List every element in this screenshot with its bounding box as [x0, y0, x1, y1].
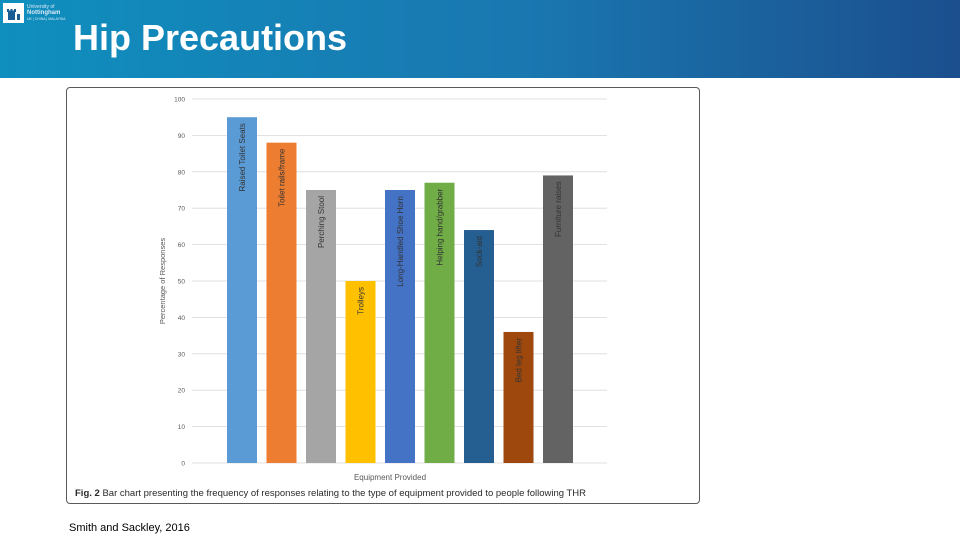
logo-wordmark: University of Nottingham UK | CHINA | MA… [27, 4, 72, 22]
university-logo-icon [3, 3, 24, 23]
bar-label: Helping hand/grabber [436, 188, 445, 265]
bar-label: Perching Stool [317, 196, 326, 248]
bar-label: Raised Toilet Seats [238, 123, 247, 191]
logo-line: Nottingham [27, 10, 61, 16]
y-tick-label: 60 [178, 242, 186, 249]
bar [306, 190, 336, 463]
bar-label: Bed leg lifter [515, 338, 524, 383]
bar-label: Toilet rails/frame [278, 148, 287, 207]
figure-panel: 0 10 20 30 40 50 60 70 80 90 100 Raised Toilet Sea… [66, 87, 700, 504]
bar-label: Trolleys [357, 287, 366, 315]
chart-bars [227, 117, 573, 463]
y-tick-label: 0 [181, 461, 185, 468]
bar [385, 190, 415, 463]
caption-label: Fig. 2 [75, 488, 100, 499]
bar [345, 281, 376, 463]
y-axis-label: Percentage of Responses [158, 238, 167, 325]
logo-line: UK | CHINA | MALAYSIA [27, 17, 66, 21]
y-tick-label: 50 [178, 279, 186, 286]
caption-text: Bar chart presenting the frequency of re… [102, 488, 587, 499]
citation: Smith and Sackley, 2016 [69, 522, 190, 534]
y-tick-label: 30 [178, 351, 186, 358]
bar [464, 230, 494, 463]
bar [227, 117, 257, 463]
bar-labels: Raised Toilet Seats Toilet rails/frame Per… [238, 123, 563, 382]
bar [266, 142, 297, 463]
bar-label: Long-Handled Shoe Horn [396, 196, 405, 287]
bar-label: Sock-aid [475, 236, 484, 267]
y-tick-label: 90 [178, 133, 186, 140]
y-tick-label: 80 [178, 169, 186, 176]
logo-line: University of [27, 4, 55, 10]
y-tick-label: 20 [178, 388, 186, 395]
bar [543, 175, 573, 463]
page-title: Hip Precautions [73, 17, 348, 58]
figure-caption: Fig. 2 Bar chart presenting the frequenc… [75, 488, 586, 499]
slide-header: University of Nottingham UK | CHINA | MA… [0, 0, 960, 78]
y-tick-label: 100 [174, 97, 185, 104]
y-tick-labels: 0 10 20 30 40 50 60 70 80 90 100 [174, 97, 185, 468]
y-tick-label: 40 [178, 315, 186, 322]
bar-label: Furniture raises [554, 181, 563, 237]
y-tick-label: 70 [178, 206, 186, 213]
bar [503, 331, 534, 463]
bar-chart: 0 10 20 30 40 50 60 70 80 90 100 Raised Toilet Sea… [158, 97, 607, 482]
y-tick-label: 10 [178, 424, 186, 431]
bar [424, 182, 455, 463]
x-axis-label: Equipment Provided [354, 473, 426, 482]
